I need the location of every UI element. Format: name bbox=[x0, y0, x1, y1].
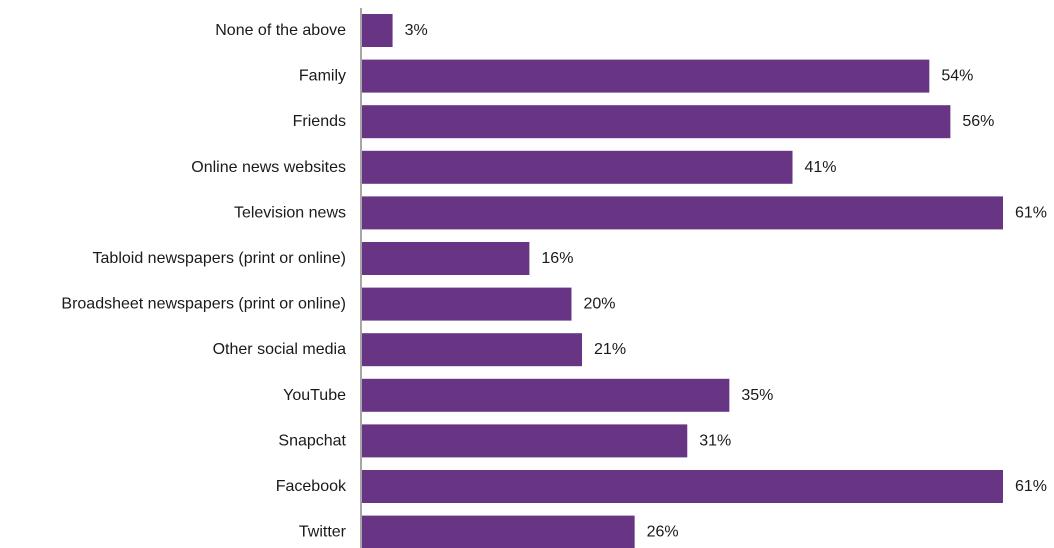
bar bbox=[362, 14, 393, 47]
value-label: 56% bbox=[962, 113, 994, 130]
bar bbox=[362, 196, 1003, 230]
category-label: None of the above bbox=[215, 22, 346, 39]
bar bbox=[362, 424, 688, 458]
bar bbox=[362, 515, 635, 548]
value-label: 35% bbox=[741, 387, 773, 404]
category-label: Snapchat bbox=[278, 432, 346, 449]
bar bbox=[362, 242, 530, 275]
value-labels: 3% 54% 56% 41% 61% 16% 20% 21% 35% 31% 61% 26% bbox=[405, 22, 1047, 541]
bars-layer bbox=[362, 14, 1003, 548]
category-label: Family bbox=[299, 68, 346, 85]
bar bbox=[362, 150, 793, 184]
value-label: 20% bbox=[583, 296, 615, 313]
value-label: 54% bbox=[941, 68, 973, 85]
value-label: 3% bbox=[405, 22, 428, 39]
category-label: Other social media bbox=[213, 341, 346, 358]
category-label: YouTube bbox=[283, 387, 346, 404]
bar bbox=[362, 105, 951, 139]
category-label: Twitter bbox=[299, 524, 347, 541]
value-label: 61% bbox=[1015, 478, 1047, 495]
bar bbox=[362, 470, 1003, 503]
bar bbox=[362, 378, 730, 412]
category-label: Television news bbox=[234, 204, 346, 221]
category-labels: None of the above Family Friends Online new… bbox=[61, 22, 347, 541]
value-label: 26% bbox=[647, 524, 679, 541]
value-label: 16% bbox=[541, 250, 573, 267]
value-label: 21% bbox=[594, 341, 626, 358]
category-label: Facebook bbox=[276, 478, 347, 495]
category-label: Online news websites bbox=[191, 159, 346, 176]
category-label: Tabloid newspapers (print or online) bbox=[93, 250, 346, 267]
value-label: 61% bbox=[1015, 204, 1047, 221]
bar bbox=[362, 333, 583, 367]
category-label: Friends bbox=[293, 113, 346, 130]
value-label: 41% bbox=[805, 159, 837, 176]
bar bbox=[362, 287, 572, 321]
value-label: 31% bbox=[699, 432, 731, 449]
bar bbox=[362, 59, 930, 93]
category-label: Broadsheet newspapers (print or online) bbox=[61, 296, 346, 313]
